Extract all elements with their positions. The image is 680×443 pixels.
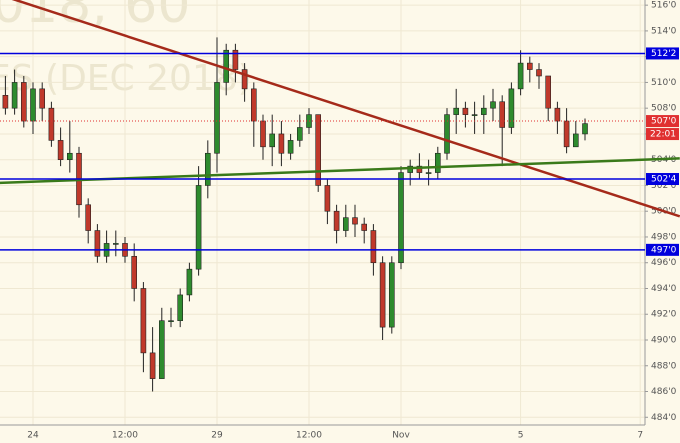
price-tag-label: 502'4 — [651, 175, 677, 185]
candle-body — [352, 217, 358, 225]
candle-body — [85, 204, 91, 231]
candle-body — [582, 123, 588, 135]
candle-body — [30, 88, 36, 122]
candle-body — [296, 127, 303, 141]
candle-body — [499, 101, 506, 128]
y-tick-label: 494'0 — [651, 284, 677, 294]
candle-body — [131, 255, 137, 289]
price-tag — [646, 115, 679, 128]
y-tick-label: 498'0 — [651, 232, 677, 242]
candle-body — [342, 217, 349, 231]
candle-body — [269, 133, 276, 148]
y-tick-label: 488'0 — [651, 361, 677, 371]
candle-body — [315, 114, 322, 186]
countdown-label: 22:01 — [650, 130, 676, 140]
price-tag — [646, 173, 679, 186]
candle-body — [67, 152, 73, 160]
candle-body — [480, 107, 487, 115]
y-tick-label: 486'0 — [651, 387, 677, 397]
x-tick-label: 12:00 — [296, 431, 322, 441]
x-tick-label: 12:00 — [112, 431, 138, 441]
y-tick-label: 508'0 — [651, 104, 677, 114]
candle-body — [149, 352, 156, 379]
x-tick-label: 7 — [637, 431, 643, 441]
candle-body — [223, 49, 229, 83]
candle-body — [287, 140, 294, 154]
candle-body — [94, 230, 101, 257]
candle-body — [168, 320, 174, 322]
candle-body — [536, 69, 542, 77]
candle-body — [444, 114, 450, 154]
candle-body — [425, 172, 432, 174]
x-tick-label: 24 — [27, 431, 39, 441]
candle-body — [20, 82, 27, 122]
y-tick-label: 516'0 — [651, 1, 677, 11]
candle-body — [48, 107, 55, 141]
candle-body — [232, 49, 239, 70]
candle-body — [517, 62, 524, 90]
candle-body — [508, 88, 515, 128]
candle-body — [39, 88, 46, 109]
price-tag-label: 497'0 — [651, 245, 677, 255]
x-tick-label: 5 — [518, 431, 524, 441]
candle-body — [159, 320, 165, 379]
candle-body — [140, 288, 147, 354]
candle-body — [471, 114, 478, 116]
candle-body — [205, 152, 211, 186]
candle-body — [388, 262, 395, 328]
candle-body — [333, 210, 340, 231]
price-tag — [646, 47, 679, 60]
candle-body — [214, 82, 220, 154]
candle-body — [186, 268, 193, 296]
candle-body — [195, 185, 202, 270]
candle-body — [563, 120, 570, 148]
candle-body — [490, 101, 496, 109]
y-tick-label: 484'0 — [651, 413, 677, 423]
price-tag-label: 507'0 — [651, 117, 677, 127]
candle-body — [398, 172, 404, 264]
candle-body — [113, 243, 119, 245]
countdown-tag — [646, 128, 679, 141]
candle-body — [462, 107, 469, 115]
candle-body — [554, 107, 561, 122]
candle-body — [361, 223, 368, 231]
price-tag — [646, 243, 679, 256]
candle-body — [260, 120, 266, 148]
x-tick-label: Nov — [392, 431, 410, 441]
candle-body — [434, 152, 441, 173]
candle-body — [251, 88, 257, 122]
candle-body — [324, 185, 331, 212]
y-tick-label: 492'0 — [651, 310, 677, 320]
candle-body — [379, 262, 386, 328]
candle-body — [2, 95, 9, 109]
candle-body — [370, 230, 377, 264]
candle-body — [177, 294, 183, 321]
candle-body — [241, 69, 248, 90]
y-tick-label: 502'0 — [651, 181, 677, 191]
candle-body — [572, 133, 579, 148]
candle-body — [526, 62, 533, 70]
y-tick-label: 510'0 — [651, 78, 677, 88]
candle-body — [416, 165, 423, 173]
price-tag-label: 512'2 — [651, 49, 676, 59]
candle-body — [545, 75, 552, 109]
candle-body — [57, 140, 64, 160]
y-tick-label: 490'0 — [651, 336, 677, 346]
candle-body — [11, 82, 18, 109]
x-tick-label: 29 — [211, 431, 223, 441]
candle-body — [278, 133, 285, 154]
candle-body — [453, 107, 460, 115]
y-tick-label: 514'0 — [651, 26, 677, 36]
y-tick-label: 496'0 — [651, 258, 677, 268]
